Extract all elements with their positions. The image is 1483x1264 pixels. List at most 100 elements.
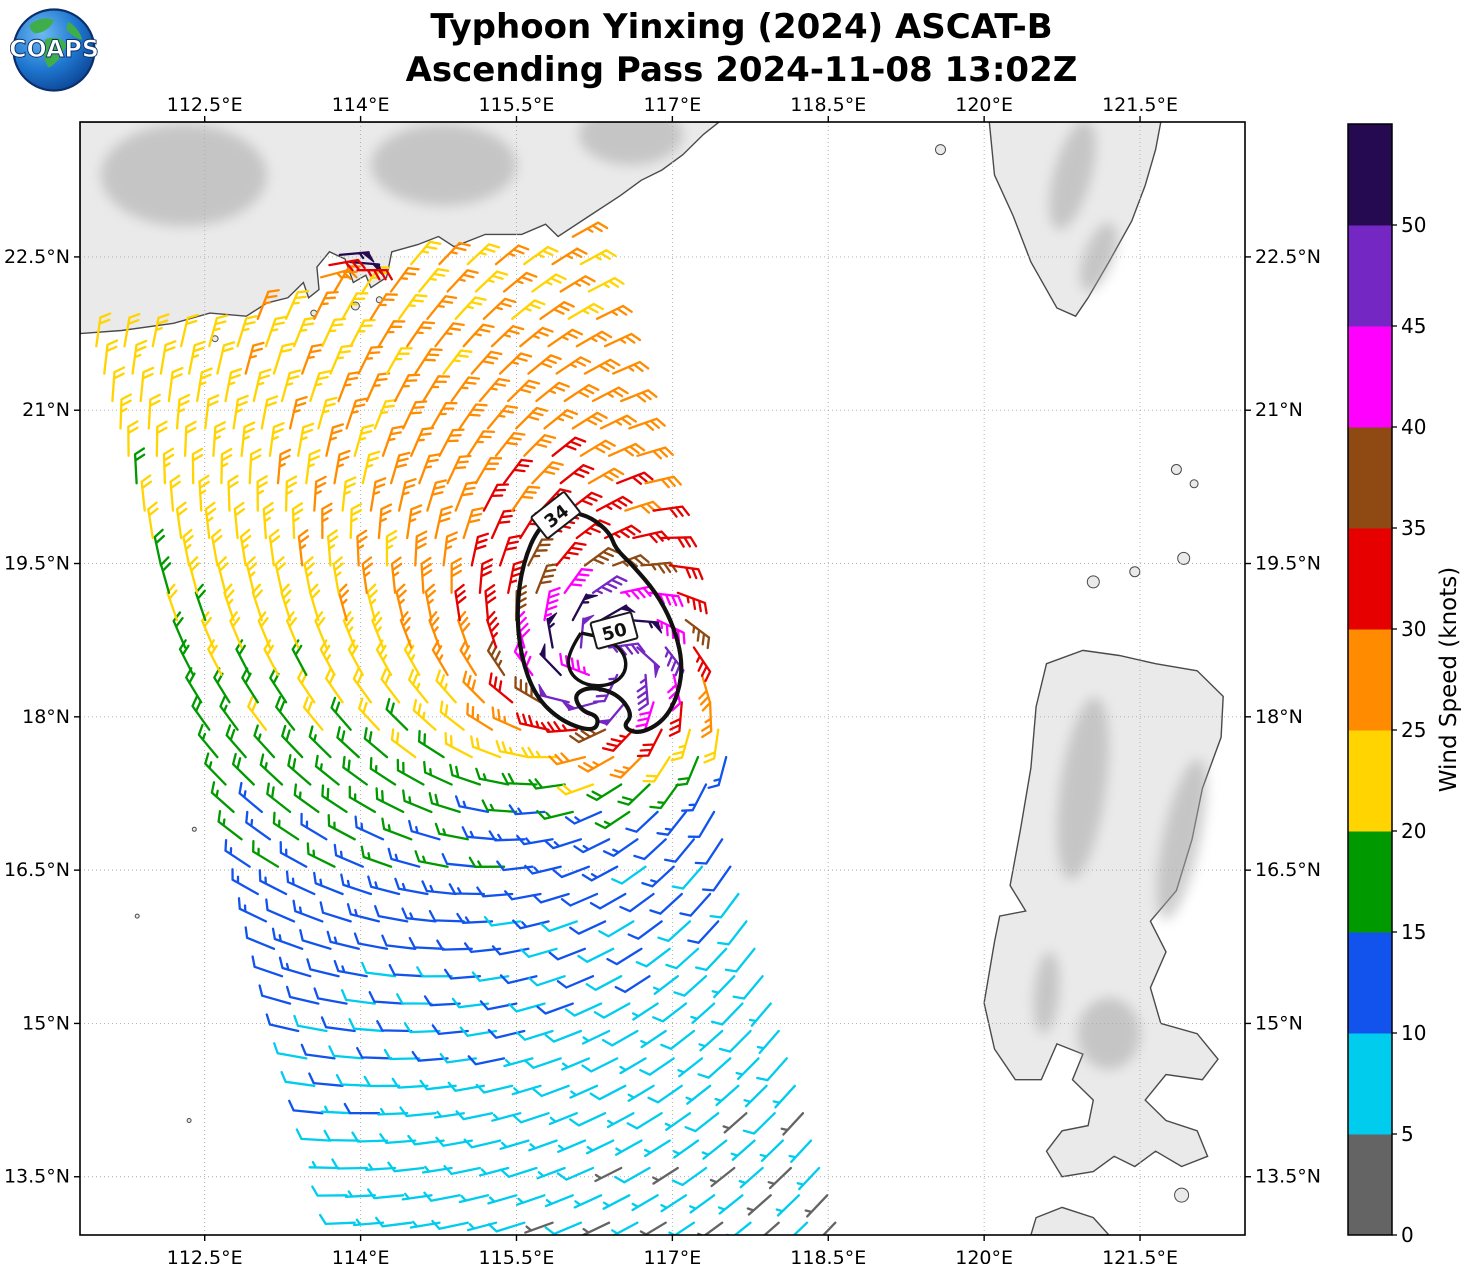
wind-barb [232,394,249,430]
wind-barb [365,372,391,403]
wind-barb [252,368,272,403]
wind-barb [698,1029,724,1052]
wind-barb [268,422,285,457]
coaps-logo: COAPS [10,8,98,92]
wind-barb [367,1188,405,1200]
wind-barb [687,920,720,944]
wind-barb [571,411,608,430]
wind-barb [676,591,708,615]
wind-barb [619,1057,647,1075]
wind-barb [614,1166,651,1184]
wind-barb [552,865,591,879]
wind-barb [507,379,541,403]
wind-barb [396,993,433,1005]
wind-barb [239,528,252,567]
wind-barb [247,695,268,731]
wind-barb [442,349,473,375]
wind-barb [402,400,428,430]
wind-barb [796,1166,821,1191]
colorbar-tick-label: 40 [1401,415,1426,439]
colorbar-tick-label: 50 [1401,213,1426,237]
wind-barb [237,897,268,923]
wind-barb [587,467,625,485]
wind-barb [593,1002,631,1019]
wind-barb [265,898,296,923]
wind-barb [685,1084,712,1105]
wind-barb [792,1221,809,1235]
wind-barb [352,668,373,704]
wind-barb [598,920,635,938]
wind-barb [375,639,393,677]
wind-barb [595,304,633,320]
map-area [80,122,1245,1235]
wind-barb [573,1194,603,1209]
wind-barb [463,1138,502,1149]
wind-barb [328,258,366,272]
wind-barb [511,485,541,512]
wind-barb [616,471,654,485]
wind-barb [788,1139,813,1163]
wind-barb [258,984,292,1005]
wind-barb [475,1083,514,1094]
wind-barb [491,945,530,956]
wind-barb [461,826,498,841]
wind-barb [748,1002,772,1027]
wind-barb [523,245,559,266]
wind-barb [353,932,389,950]
wind-barb [746,1194,772,1216]
wind-barb [292,316,317,348]
wind-barb [191,447,204,485]
wind-barb [462,323,495,348]
small-island [134,913,140,919]
wind-barb [360,845,393,868]
wind-barb [603,332,642,348]
wind-barb [356,1046,393,1060]
wind-barb [462,670,486,704]
wind-barb [297,422,315,457]
wind-barb [183,420,197,457]
wind-barb [711,975,736,999]
wind-barb [367,875,401,896]
wind-barb [601,728,635,752]
wind-barb [319,639,336,677]
colorbar-tick-label: 25 [1401,718,1426,742]
wind-barb [581,1221,611,1235]
wind-barb [567,302,605,320]
wind-barb [265,1013,300,1033]
colorbar-bin [1348,124,1392,226]
wind-barb [408,936,445,950]
wind-barb [391,1077,429,1089]
wind-barb [385,347,413,375]
wind-barb [589,892,627,910]
wind-barb [478,377,511,403]
wind-barb [563,383,600,403]
wind-barb [335,1074,373,1087]
wind-barb [577,755,615,773]
wind-barb [742,1112,776,1135]
wind-barb [245,556,258,594]
wind-barb [327,814,356,841]
wind-barb [216,341,236,375]
wind-barb [278,956,312,978]
wind-barb [555,541,587,567]
wind-barb [317,396,338,430]
wind-barb [626,1112,663,1130]
wind-barb [656,810,688,836]
wind-barb [470,350,503,375]
wind-barb [175,501,188,540]
wind-barb [279,841,308,868]
lat-tick-label-left: 15°N [22,1012,70,1034]
colorbar-tick-label: 45 [1401,314,1426,338]
wind-barb [320,1016,356,1033]
wind-barb [717,1194,744,1215]
wind-barb [511,1084,542,1096]
wind-barb [420,556,433,594]
small-island [1086,575,1100,589]
wind-barb [548,752,587,766]
wind-barb [490,325,525,348]
wind-barb [153,528,166,567]
wind-barb [211,528,223,567]
wind-barb [449,763,482,786]
lat-tick-label-right: 15°N [1255,1012,1303,1034]
wind-barb [421,880,457,896]
